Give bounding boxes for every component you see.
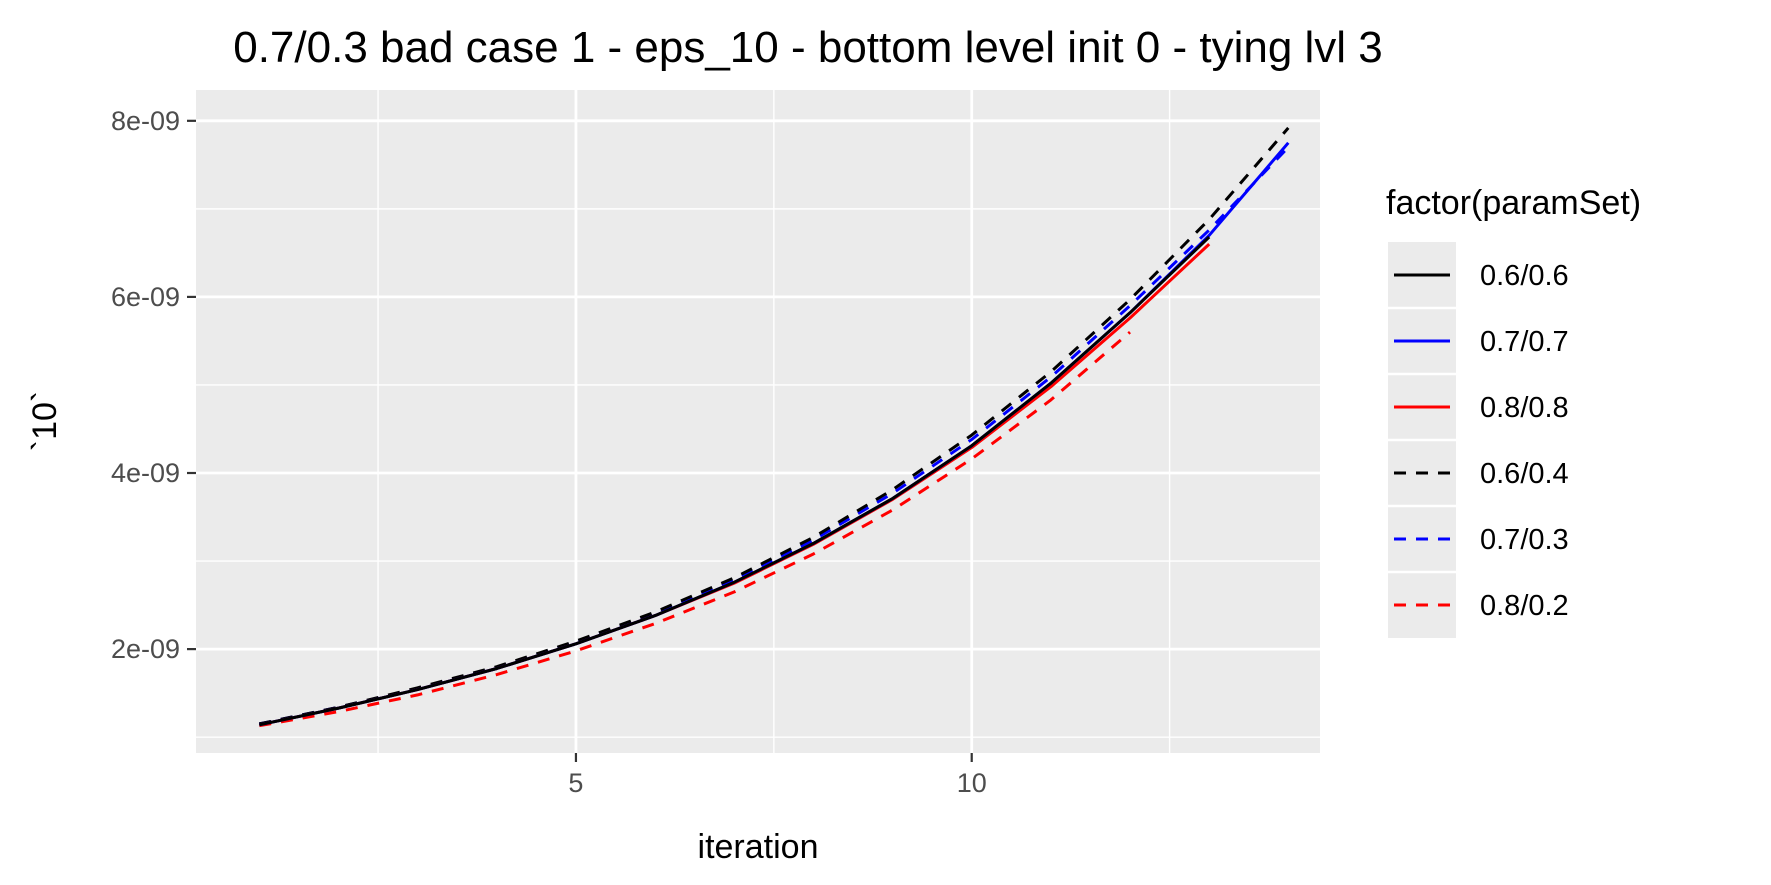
series-lines (258, 126, 1290, 728)
legend-label: 0.7/0.3 (1480, 524, 1569, 556)
series-line-0.6-0.4 (258, 126, 1290, 726)
legend: factor(paramSet) 0.6/0.60.7/0.70.8/0.80.… (1386, 184, 1641, 638)
legend-label: 0.8/0.8 (1480, 392, 1569, 424)
x-tick-labels: 5 10 (568, 768, 986, 798)
minor-gridlines (196, 90, 1320, 753)
y-tick-label: 6e-09 (111, 282, 180, 312)
series-line-0.6-0.6 (258, 235, 1211, 727)
x-tick-label: 10 (957, 768, 987, 798)
legend-title: factor(paramSet) (1386, 184, 1641, 222)
y-axis-title: `10` (26, 391, 64, 451)
x-tick-label: 5 (568, 768, 583, 798)
legend-label: 0.6/0.4 (1480, 458, 1569, 490)
y-tick-label: 2e-09 (111, 634, 180, 664)
legend-label: 0.6/0.6 (1480, 260, 1569, 292)
legend-label: 0.8/0.2 (1480, 590, 1569, 622)
y-tick-labels: 2e-09 4e-09 6e-09 8e-09 (111, 106, 180, 664)
plot-panel (196, 90, 1320, 753)
legend-label: 0.7/0.7 (1480, 326, 1569, 358)
x-axis-title: iteration (698, 828, 819, 866)
axis-ticks (187, 119, 973, 762)
legend-items: 0.6/0.6 0.7/0.7 0.8/0.8 0.6/0.4 0.7/0.3 0.8/0… (1388, 242, 1569, 638)
y-tick-label: 8e-09 (111, 106, 180, 136)
chart-title: 0.7/0.3 bad case 1 - eps_10 - bottom lev… (233, 23, 1383, 72)
y-tick-label: 4e-09 (111, 458, 180, 488)
